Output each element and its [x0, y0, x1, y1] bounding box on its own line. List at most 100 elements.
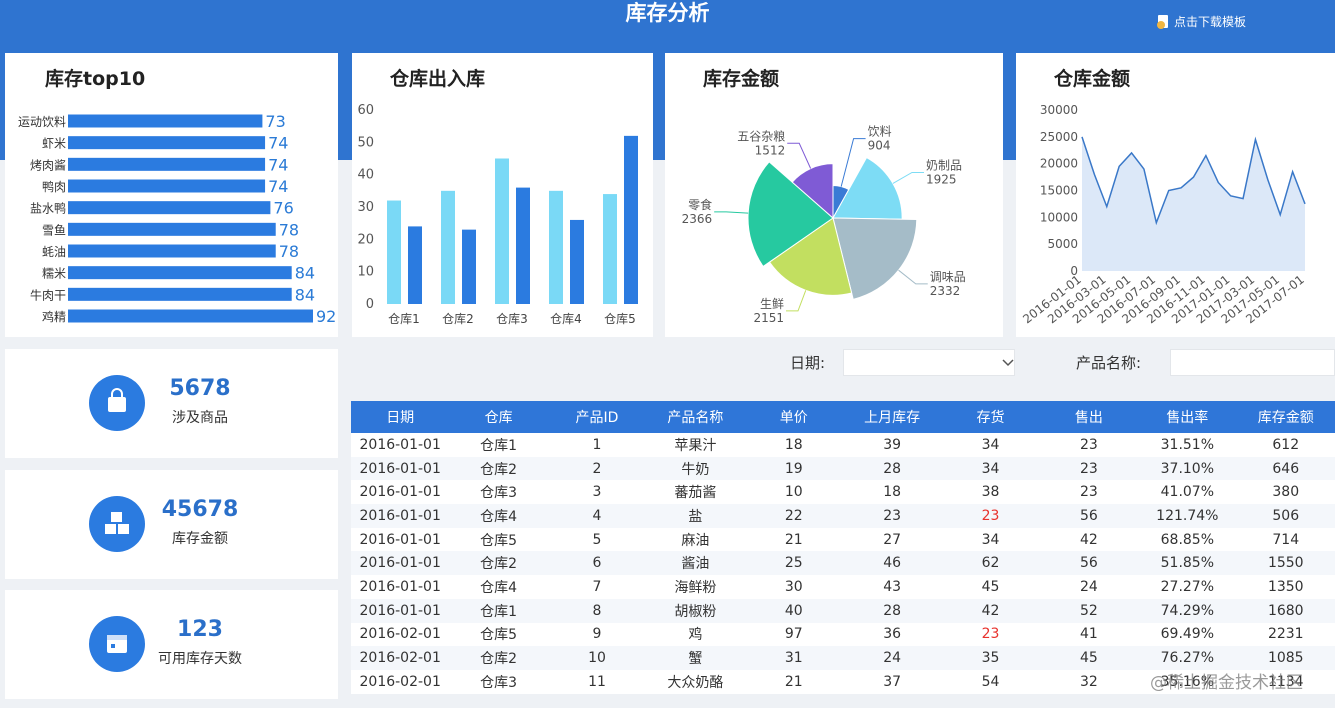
- chart-title: 仓库出入库: [389, 67, 485, 90]
- kpi-value: 45678: [161, 497, 239, 522]
- table-cell: 10: [547, 646, 647, 670]
- table-cell: 30: [744, 575, 843, 599]
- chart: 库存top10 运动饮料 73 虾米 74 烤肉酱 74 鸭肉 74 盐水鸭 76 雪鱼 78 蚝油 78 糯…: [18, 67, 336, 326]
- kpi-card: 45678 库存金额: [5, 470, 338, 579]
- table-cell: 仓库2: [449, 646, 548, 670]
- table-cell: 23: [1039, 456, 1139, 481]
- table-cell: 25: [744, 551, 843, 576]
- value-label: 76: [273, 199, 293, 218]
- column-header: 日期: [351, 401, 450, 433]
- table-cell: 海鲜粉: [646, 575, 745, 599]
- kpi-card: 123 可用库存天数: [5, 590, 338, 699]
- y-tick-label: 15000: [1040, 184, 1078, 198]
- table-cell: 62: [941, 551, 1040, 576]
- table-cell: 2016-01-01: [351, 433, 450, 457]
- bar: [462, 229, 476, 304]
- bar: [441, 190, 455, 304]
- table-cell: 19: [744, 456, 843, 481]
- table-cell: 2016-02-01: [351, 622, 450, 647]
- value-label: 92: [316, 307, 336, 326]
- y-tick-label: 40: [357, 168, 374, 183]
- table-cell: 52: [1039, 598, 1139, 623]
- table-cell: 714: [1236, 527, 1335, 552]
- table-row: 2016-01-01 仓库5 5 麻油 21 27 34 42 68.85% 714: [351, 527, 1335, 552]
- table-cell: 2016-01-01: [351, 598, 450, 623]
- product-input[interactable]: [1170, 349, 1335, 376]
- category-label: 牛肉干: [30, 287, 66, 302]
- bar: [603, 194, 617, 304]
- x-tick-label: 仓库3: [496, 311, 528, 326]
- bar: [68, 287, 292, 301]
- table-cell: 1350: [1236, 575, 1335, 599]
- bar: [68, 266, 292, 280]
- column-header: 上月库存: [842, 401, 942, 433]
- leader-line: [787, 142, 812, 169]
- download-button[interactable]: 点击下载模板: [1155, 13, 1246, 31]
- table-row: 2016-02-01 仓库3 11 大众奶酪 21 37 54 32 35.16% 1134: [351, 669, 1335, 694]
- chart: 仓库出入库 0 10 20 30 40 50 60 仓库1 仓库2 仓库3 仓库4 仓库5: [357, 67, 638, 326]
- table-cell: 41: [1039, 622, 1139, 647]
- download-text[interactable]: 点击下载模板: [1174, 15, 1247, 29]
- bar: [68, 244, 276, 258]
- value-label: 78: [279, 220, 299, 239]
- table-cell: 34: [941, 433, 1040, 457]
- table-cell: 3: [547, 480, 647, 505]
- bar: [495, 158, 509, 304]
- chart-title: 仓库金额: [1053, 67, 1130, 90]
- kpi-icon: [89, 496, 145, 552]
- y-tick-label: 20: [357, 232, 374, 247]
- y-tick-label: 30000: [1040, 103, 1078, 117]
- table-cell: 蟹: [646, 646, 745, 670]
- kpi-value: 123: [177, 617, 223, 642]
- date-select[interactable]: [843, 349, 1015, 376]
- y-tick-label: 20000: [1040, 157, 1078, 171]
- table-cell: 18: [842, 480, 942, 505]
- column-header: 库存金额: [1236, 401, 1335, 433]
- table-cell: 54: [941, 669, 1040, 694]
- table-cell: 46: [842, 551, 942, 576]
- watermark: @稀土掘金技术社区: [1150, 673, 1303, 693]
- category-label: 雪鱼: [42, 223, 66, 237]
- y-tick-label: 10: [357, 265, 374, 280]
- chart-panel: 仓库金额 0 5000 10000 15000 20000 25000 30000 2016-0…: [1016, 53, 1335, 337]
- x-tick-label: 仓库2: [442, 311, 474, 326]
- table-cell: 28: [842, 598, 942, 623]
- chart-panel: 仓库出入库 0 10 20 30 40 50 60 仓库1 仓库2 仓库3 仓库4 仓库5: [352, 53, 653, 337]
- y-tick-label: 5000: [1047, 237, 1078, 251]
- table-cell: 37.10%: [1138, 456, 1237, 481]
- table-cell: 仓库5: [449, 527, 548, 552]
- chart-title: 库存top10: [45, 67, 145, 90]
- table-cell: 1550: [1236, 551, 1335, 576]
- table-cell: 盐: [646, 504, 745, 528]
- table-cell: 2016-02-01: [351, 669, 450, 694]
- table-cell: 23: [1039, 480, 1139, 505]
- y-tick-label: 0: [366, 297, 374, 312]
- leader-line: [714, 211, 749, 214]
- column-header: 售出率: [1138, 401, 1237, 433]
- table-cell: 2016-01-01: [351, 575, 450, 599]
- slice-value: 904: [868, 139, 891, 153]
- pie-slice: [832, 217, 918, 300]
- leader-line: [892, 171, 924, 184]
- table-cell: 36: [842, 622, 942, 647]
- category-label: 鸡精: [42, 309, 66, 324]
- table-cell: 仓库4: [449, 504, 548, 528]
- bar: [68, 179, 266, 193]
- table-cell: 34: [941, 527, 1040, 552]
- slice-label: 生鲜: [760, 297, 784, 311]
- chart-panel: 库存top10 运动饮料 73 虾米 74 烤肉酱 74 鸭肉 74 盐水鸭 76 雪鱼 78 蚝油 78 糯…: [5, 53, 338, 337]
- table-cell: 4: [547, 504, 647, 528]
- table-cell: 40: [744, 598, 843, 623]
- y-tick-label: 30: [357, 200, 374, 215]
- line: [1081, 136, 1306, 226]
- category-label: 盐水鸭: [30, 202, 66, 216]
- table-cell: 646: [1236, 456, 1335, 481]
- category-label: 烤肉酱: [30, 157, 66, 172]
- table-cell: 34: [941, 456, 1040, 481]
- slice-label: 调味品: [930, 270, 966, 284]
- table-row: 2016-02-01 仓库2 10 蟹 31 24 35 45 76.27% 1085: [351, 646, 1335, 670]
- table-cell: 56: [1039, 504, 1139, 528]
- table-cell: 23: [1039, 433, 1139, 457]
- value-label: 74: [268, 155, 288, 174]
